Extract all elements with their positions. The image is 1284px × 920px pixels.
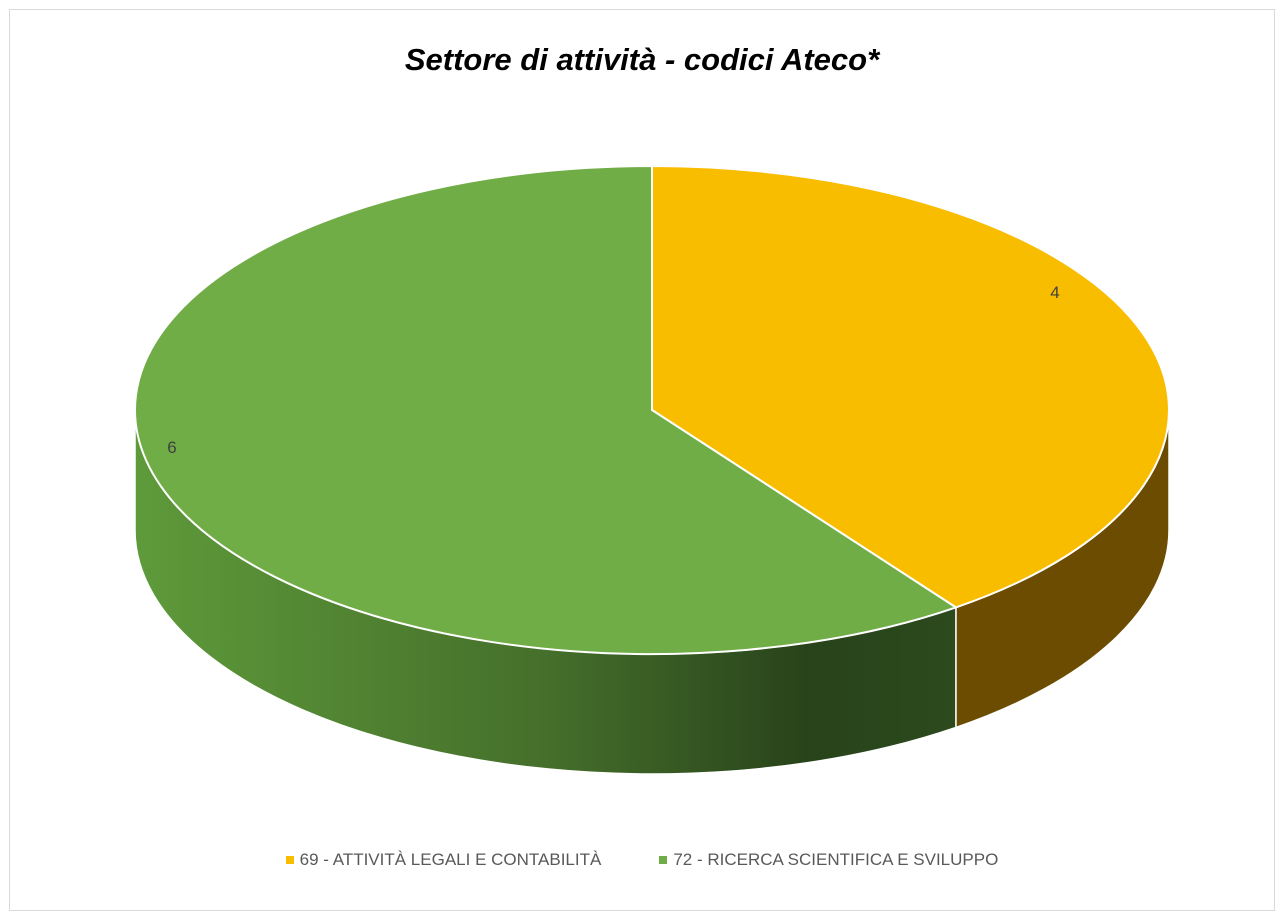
- legend-swatch-69: [285, 856, 294, 864]
- chart-legend: 69 - ATTIVITÀ LEGALI E CONTABILITÀ 72 - …: [0, 850, 1284, 870]
- slice-69-top: [651, 165, 1170, 609]
- data-label-72: 6: [167, 438, 176, 457]
- legend-label-69: 69 - ATTIVITÀ LEGALI E CONTABILITÀ: [299, 850, 602, 869]
- slice-72-top: [134, 165, 957, 655]
- data-label-69: 4: [1050, 283, 1059, 302]
- chart-title: Settore di attività - codici Ateco*: [404, 42, 880, 77]
- legend-item-72: 72 - RICERCA SCIENTIFICA E SVILUPPO: [659, 850, 998, 870]
- legend-item-69: 69 - ATTIVITÀ LEGALI E CONTABILITÀ: [285, 850, 602, 870]
- legend-swatch-72: [659, 856, 668, 864]
- legend-label-72: 72 - RICERCA SCIENTIFICA E SVILUPPO: [673, 850, 999, 869]
